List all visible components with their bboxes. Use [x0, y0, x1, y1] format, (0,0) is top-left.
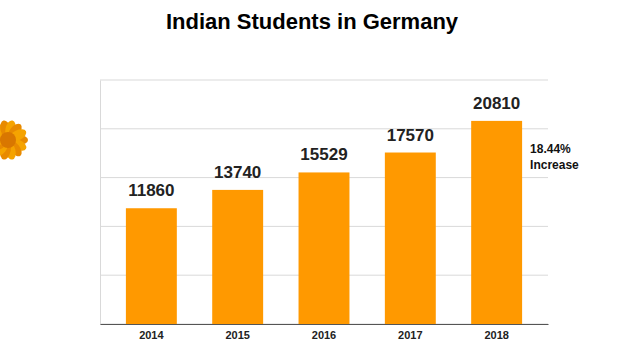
- bar: [385, 153, 436, 324]
- decoration-center: [0, 132, 16, 148]
- title: Indian Students in Germany: [166, 9, 459, 34]
- x-axis-line: [101, 324, 549, 325]
- x-tick: 2018: [484, 329, 508, 341]
- x-tick-label: 2014: [139, 329, 164, 341]
- x-tick: 2015: [225, 329, 249, 341]
- data-label: 17570: [387, 126, 434, 145]
- data-label: 15529: [300, 145, 347, 164]
- data-label: 20810: [473, 94, 520, 113]
- data-label: 13740: [214, 163, 261, 182]
- bar: [471, 121, 522, 324]
- data-label: 11860: [128, 181, 174, 200]
- y-axis: [100, 81, 102, 325]
- annotation-line: Increase: [530, 158, 579, 172]
- annotation-line: 18.44%: [530, 142, 571, 156]
- x-tick-label: 2017: [398, 329, 422, 341]
- x-tick: 2017: [398, 329, 422, 341]
- x-tick: 2014: [139, 329, 164, 341]
- x-tick-label: 2016: [312, 329, 336, 341]
- bars: [126, 121, 522, 324]
- bar: [299, 172, 350, 324]
- chart: Indian Students in Germany20142015201620…: [0, 0, 624, 351]
- x-tick-label: 2015: [225, 329, 249, 341]
- decoration: [0, 119, 28, 160]
- grid: [100, 80, 548, 324]
- x-tick: 2016: [312, 329, 336, 341]
- bar: [126, 208, 177, 324]
- x-axis: 2014 2015 2016 2017 2018: [101, 325, 549, 342]
- x-tick-label: 2018: [484, 329, 508, 341]
- y-axis-line: [100, 81, 101, 325]
- grid-line: [100, 80, 548, 81]
- annotation: 18.44% Increase: [530, 142, 579, 172]
- data-labels: 11860 13740 15529 17570 20810: [128, 94, 520, 200]
- bar: [212, 190, 263, 324]
